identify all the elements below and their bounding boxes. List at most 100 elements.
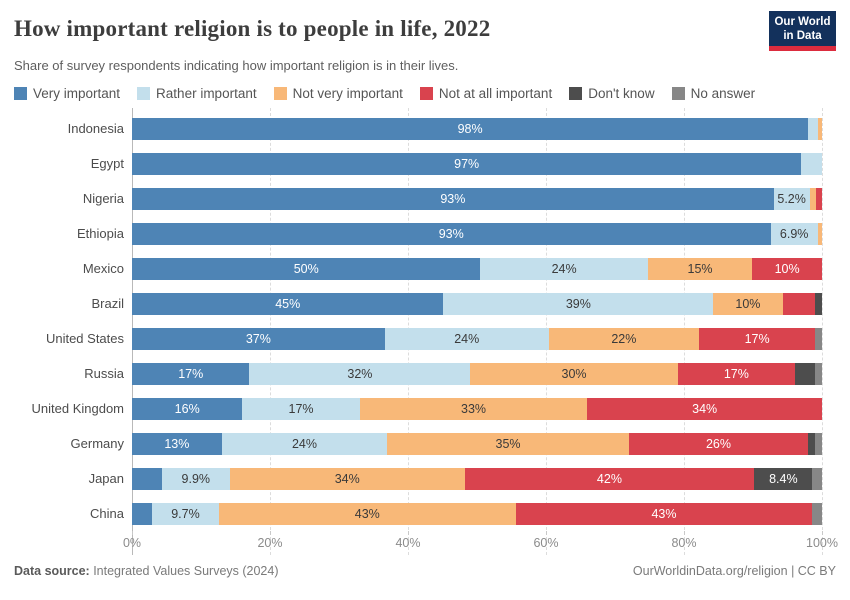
bar-segment-no-answer bbox=[815, 362, 822, 385]
bar-segment-no-answer bbox=[815, 327, 822, 350]
country-label: Ethiopia bbox=[77, 226, 124, 241]
segment-value-label: 43% bbox=[651, 506, 677, 521]
country-label: Brazil bbox=[91, 296, 124, 311]
header: How important religion is to people in l… bbox=[14, 10, 836, 51]
chart-subtitle: Share of survey respondents indicating h… bbox=[14, 58, 459, 73]
segment-value-label: 37% bbox=[245, 331, 271, 346]
legend-item: No answer bbox=[671, 86, 756, 101]
segment-value-label: 93% bbox=[438, 226, 464, 241]
bar-segment-not-very-important: 15% bbox=[647, 257, 753, 280]
bar-row: Ethiopia 93% 6.9% bbox=[14, 216, 822, 251]
bar-row: Egypt 97% bbox=[14, 146, 822, 181]
country-label: Germany bbox=[70, 436, 124, 451]
bar-segment-not-at-all-important: 10% bbox=[752, 257, 822, 280]
axis-tick-mark bbox=[822, 531, 823, 535]
owid-logo[interactable]: Our World in Data bbox=[769, 11, 836, 51]
axis-tick-mark bbox=[546, 531, 547, 535]
bar-segment-rather-important bbox=[801, 152, 822, 175]
segment-value-label: 98% bbox=[457, 121, 483, 136]
bar-segment-no-answer bbox=[812, 467, 822, 490]
bar-row: Nigeria 93% 5.2% bbox=[14, 181, 822, 216]
segment-value-label: 32% bbox=[347, 366, 373, 381]
gridline bbox=[822, 108, 823, 555]
bar-segment-very-important: 37% bbox=[132, 327, 385, 350]
bar-row: Mexico 50% 24% 15% 10% bbox=[14, 251, 822, 286]
segment-value-label: 24% bbox=[291, 436, 317, 451]
data-source-label: Data source: bbox=[14, 564, 90, 578]
segment-value-label: 9.7% bbox=[171, 506, 200, 521]
bar-segment-don-t-know: 8.4% bbox=[754, 467, 813, 490]
credit-link[interactable]: OurWorldinData.org/religion | CC BY bbox=[632, 564, 836, 578]
segment-value-label: 43% bbox=[354, 506, 380, 521]
segment-value-label: 35% bbox=[495, 436, 521, 451]
country-label: China bbox=[90, 506, 124, 521]
legend-item: Very important bbox=[14, 86, 120, 101]
segment-value-label: 17% bbox=[288, 401, 314, 416]
data-source-text: Integrated Values Surveys (2024) bbox=[89, 564, 279, 578]
bar-segment-not-at-all-important: 26% bbox=[628, 432, 809, 455]
bar-segment-not-very-important: 35% bbox=[387, 432, 629, 455]
legend-label: Not at all important bbox=[438, 86, 553, 101]
bar-row: Germany 13% 24% 35% 26% bbox=[14, 426, 822, 461]
segment-value-label: 10% bbox=[774, 261, 800, 276]
bar-segment-don-t-know bbox=[815, 292, 822, 315]
axis-tick-label: 0% bbox=[122, 536, 142, 550]
bar-segment-rather-important bbox=[808, 117, 818, 140]
bar-segment-not-very-important bbox=[817, 117, 822, 140]
bar-row: Brazil 45% 39% 10% bbox=[14, 286, 822, 321]
legend-label: Don't know bbox=[588, 86, 655, 101]
bar-track: 9.9% 34% 42% 8.4% bbox=[132, 467, 822, 490]
owid-logo-line1: Our World bbox=[774, 16, 831, 28]
legend-swatch-icon bbox=[273, 87, 287, 100]
bar-segment-rather-important: 9.9% bbox=[161, 467, 230, 490]
bar-segment-not-very-important: 30% bbox=[470, 362, 678, 385]
segment-value-label: 39% bbox=[565, 296, 591, 311]
segment-value-label: 9.9% bbox=[181, 471, 211, 486]
bar-track: 9.7% 43% 43% bbox=[132, 502, 822, 525]
segment-value-label: 97% bbox=[454, 156, 480, 171]
stacked-bar-chart: Indonesia 98% Egypt 97% Nigeria 93% 5.2% Ethiop… bbox=[14, 108, 838, 555]
legend: Very important Rather important Not very i… bbox=[14, 86, 836, 101]
bar-rows: Indonesia 98% Egypt 97% Nigeria 93% 5.2% Ethiop… bbox=[14, 111, 822, 531]
bar-segment-very-important: 16% bbox=[132, 397, 243, 420]
axis-tick-mark bbox=[408, 531, 409, 535]
legend-swatch-icon bbox=[419, 87, 433, 100]
bar-row: United Kingdom 16% 17% 33% 34% bbox=[14, 391, 822, 426]
bar-segment-rather-important: 9.7% bbox=[152, 502, 219, 525]
bar-segment-rather-important: 24% bbox=[221, 432, 388, 455]
segment-value-label: 26% bbox=[705, 436, 731, 451]
segment-value-label: 34% bbox=[334, 471, 360, 486]
axis-tick-mark bbox=[132, 531, 133, 535]
bar-segment-not-very-important: 10% bbox=[713, 292, 783, 315]
bar-segment-very-important: 13% bbox=[132, 432, 222, 455]
bar-segment-very-important: 93% bbox=[132, 187, 774, 210]
bar-segment-very-important: 97% bbox=[132, 152, 802, 175]
bar-track: 93% 5.2% bbox=[132, 187, 822, 210]
bar-track: 97% bbox=[132, 152, 822, 175]
segment-value-label: 22% bbox=[611, 331, 637, 346]
footer: Data source: Integrated Values Surveys (… bbox=[14, 564, 836, 578]
bar-segment-not-at-all-important bbox=[782, 292, 816, 315]
axis-tick-label: 20% bbox=[257, 536, 283, 550]
segment-value-label: 16% bbox=[174, 401, 200, 416]
bar-segment-don-t-know bbox=[795, 362, 816, 385]
bar-track: 17% 32% 30% 17% bbox=[132, 362, 822, 385]
legend-swatch-icon bbox=[671, 87, 685, 100]
segment-value-label: 24% bbox=[454, 331, 480, 346]
segment-value-label: 6.9% bbox=[779, 226, 809, 241]
segment-value-label: 17% bbox=[723, 366, 749, 381]
legend-label: Rather important bbox=[156, 86, 257, 101]
axis-tick-label: 100% bbox=[806, 536, 838, 550]
owid-logo-line2: in Data bbox=[783, 30, 822, 43]
bar-track: 16% 17% 33% 34% bbox=[132, 397, 822, 420]
bar-segment-very-important: 17% bbox=[132, 362, 250, 385]
segment-value-label: 15% bbox=[687, 261, 713, 276]
segment-value-label: 45% bbox=[275, 296, 301, 311]
bar-segment-very-important bbox=[132, 502, 152, 525]
bar-segment-not-very-important: 43% bbox=[218, 502, 516, 525]
bar-segment-rather-important: 17% bbox=[242, 397, 360, 420]
segment-value-label: 93% bbox=[440, 191, 466, 206]
legend-label: No answer bbox=[690, 86, 756, 101]
bar-row: Russia 17% 32% 30% 17% bbox=[14, 356, 822, 391]
